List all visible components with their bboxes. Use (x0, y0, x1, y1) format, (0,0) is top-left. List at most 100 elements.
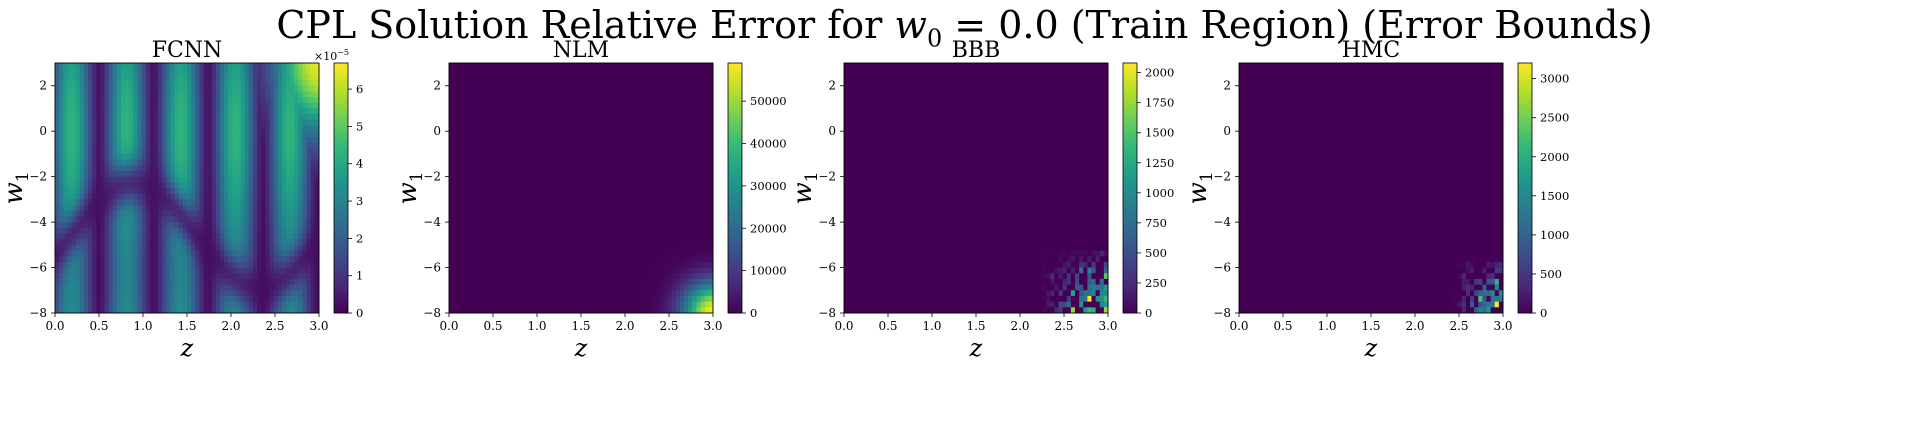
heatmap-cell (203, 91, 209, 98)
heatmap-cell (298, 125, 303, 132)
heatmap-cell (104, 108, 110, 115)
heatmap-cell (253, 97, 258, 104)
heatmap-cell (609, 74, 615, 81)
heatmap-cell (556, 102, 561, 109)
heatmap-cell (535, 233, 541, 240)
heatmap-cell (145, 222, 151, 229)
heatmap-cell (215, 233, 221, 240)
heatmap-cell (191, 267, 196, 274)
heatmap-cell (638, 222, 644, 229)
heatmap-cell (556, 227, 561, 234)
heatmap-cell (211, 119, 217, 126)
heatmap-cell (473, 125, 479, 132)
heatmap-cell (502, 199, 508, 206)
heatmap-cell (539, 244, 545, 251)
heatmap-cell (502, 63, 508, 70)
heatmap-cell (182, 85, 188, 92)
heatmap-cell (265, 165, 270, 172)
heatmap-cell (166, 205, 171, 212)
heatmap-cell (498, 307, 504, 314)
heatmap-cell (576, 68, 582, 75)
heatmap-cell (92, 176, 97, 183)
heatmap-cell (581, 97, 586, 104)
heatmap-cell (166, 239, 171, 246)
heatmap-cell (506, 91, 512, 98)
heatmap-cell (59, 97, 64, 104)
heatmap-cell (207, 91, 213, 98)
heatmap-cell (531, 239, 537, 246)
heatmap-cell (465, 170, 471, 178)
heatmap-cell (556, 290, 561, 297)
heatmap-cell (158, 159, 163, 166)
heatmap-cell (257, 102, 262, 109)
heatmap-cell (630, 222, 636, 229)
heatmap-cell (232, 301, 237, 308)
heatmap-cell (585, 239, 590, 246)
heatmap-cell (593, 193, 598, 200)
heatmap-cell (506, 182, 512, 189)
heatmap-cell (191, 80, 196, 87)
heatmap-cell (253, 227, 258, 234)
heatmap-cell (473, 91, 479, 98)
heatmap-cell (539, 188, 545, 195)
heatmap-cell (523, 239, 528, 246)
heatmap-cell (630, 114, 636, 121)
colorbar-segment (334, 67, 348, 72)
heatmap-cell (215, 74, 221, 81)
heatmap-cell (141, 188, 147, 195)
heatmap-cell (232, 205, 237, 212)
heatmap-cell (220, 261, 225, 268)
heatmap-cell (469, 114, 475, 121)
heatmap-cell (609, 108, 615, 115)
heatmap-cell (211, 176, 217, 183)
heatmap-cell (568, 170, 574, 178)
heatmap-cell (609, 68, 615, 75)
heatmap-cell (469, 278, 475, 285)
heatmap-cell (100, 199, 105, 206)
heatmap-cell (290, 216, 295, 223)
heatmap-cell (269, 153, 275, 160)
heatmap-cell (510, 239, 516, 246)
heatmap-cell (502, 307, 508, 314)
heatmap-cell (638, 142, 644, 149)
heatmap-cell (638, 74, 644, 81)
heatmap-cell (228, 114, 233, 121)
heatmap-cell (510, 63, 516, 70)
heatmap-cell (112, 97, 118, 104)
heatmap-cell (506, 85, 512, 92)
heatmap-cell (232, 85, 237, 92)
heatmap-cell (261, 250, 266, 257)
heatmap-cells (449, 63, 714, 314)
heatmap-cell (302, 193, 308, 200)
heatmap-cell (593, 222, 598, 229)
heatmap-cell (187, 273, 192, 280)
heatmap-cell (572, 68, 578, 75)
heatmap-cell (290, 182, 295, 189)
heatmap-cell (141, 222, 147, 229)
heatmap-cell (510, 273, 516, 280)
heatmap-cell (71, 301, 77, 308)
heatmap-cell (191, 290, 196, 297)
heatmap-cell (298, 74, 303, 81)
heatmap-cell (510, 119, 516, 126)
heatmap-cell (261, 85, 266, 92)
heatmap-cell (83, 205, 89, 212)
heatmap-cell (465, 295, 471, 303)
heatmap-cell (199, 148, 204, 155)
heatmap-cell (519, 210, 524, 217)
heatmap-cell (269, 159, 275, 166)
heatmap-cell (543, 239, 549, 246)
heatmap-cell (465, 91, 471, 98)
heatmap-cell (207, 153, 213, 160)
heatmap-cell (71, 250, 77, 257)
heatmap-cell (236, 97, 242, 104)
heatmap-cell (182, 102, 188, 109)
heatmap-cell (457, 102, 462, 109)
heatmap-cell (199, 267, 204, 274)
heatmap-cell (273, 131, 279, 138)
heatmap-cell (581, 199, 586, 206)
heatmap-cell (469, 74, 475, 81)
heatmap-cell (257, 136, 262, 143)
heatmap-cell (535, 153, 541, 160)
heatmap-cell (83, 261, 89, 268)
